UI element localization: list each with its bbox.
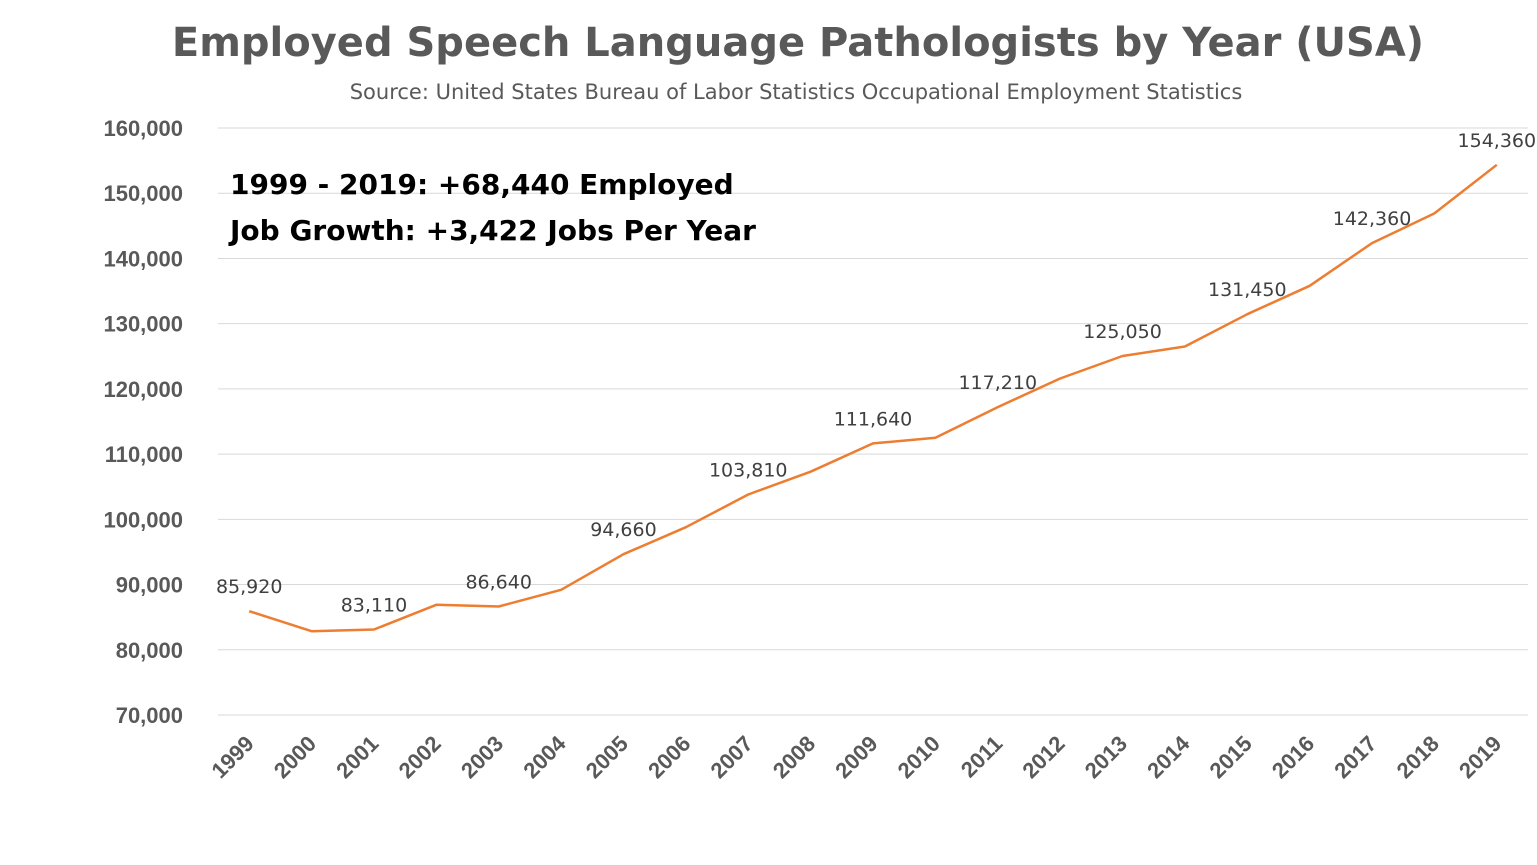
series-line: [248, 163, 1498, 633]
y-tick-label: 90,000: [116, 573, 183, 598]
x-tick-label: 2010: [893, 731, 945, 783]
x-tick-label: 2012: [1017, 731, 1069, 783]
x-tick-label: 2003: [456, 731, 508, 783]
y-tick-label: 100,000: [103, 507, 183, 532]
x-tick-label: 2000: [269, 731, 321, 783]
x-tick-label: 2001: [331, 731, 383, 783]
data-label: 111,640: [834, 408, 913, 430]
data-label: 94,660: [590, 519, 656, 541]
data-label: 154,360: [1458, 130, 1537, 152]
x-tick-label: 2004: [518, 730, 571, 783]
annotation-jobs-per-year: Job Growth: +3,422 Jobs Per Year: [228, 214, 756, 247]
y-tick-label: 70,000: [116, 703, 183, 728]
data-label: 142,360: [1333, 208, 1412, 230]
x-tick-label: 2018: [1392, 731, 1444, 783]
y-tick-label: 110,000: [105, 442, 183, 467]
y-tick-label: 130,000: [103, 312, 183, 337]
y-tick-label: 160,000: [103, 116, 183, 141]
gridlines: [218, 127, 1528, 716]
x-tick-label: 2016: [1267, 731, 1319, 783]
x-tick-label: 2002: [394, 731, 446, 783]
x-tick-label: 2008: [768, 731, 820, 783]
data-label: 86,640: [465, 571, 531, 593]
y-tick-label: 140,000: [103, 246, 183, 271]
data-label: 125,050: [1083, 321, 1162, 343]
x-tick-label: 2011: [956, 731, 1007, 782]
x-tick-label: 2007: [705, 731, 757, 783]
x-tick-label: 2009: [830, 731, 882, 783]
annotation-total-growth: 1999 - 2019: +68,440 Employed: [230, 168, 734, 201]
x-axis: 1999 2000 2001 2002 2003 2004 2005 2006 2007 2008…: [206, 730, 1506, 783]
x-tick-label: 2006: [643, 731, 695, 783]
x-tick-label: 2019: [1454, 731, 1506, 783]
x-tick-label: 2005: [581, 731, 633, 783]
data-label: 85,920: [216, 576, 282, 598]
y-tick-label: 120,000: [103, 377, 183, 402]
data-label: 83,110: [341, 594, 407, 616]
x-tick-label: 2013: [1080, 731, 1132, 783]
chart-subtitle: Source: United States Bureau of Labor St…: [350, 80, 1243, 104]
data-label: 131,450: [1208, 279, 1287, 301]
series-layer: [248, 163, 1498, 633]
data-label: 103,810: [709, 459, 788, 481]
data-labels: 85,920 83,110 86,640 94,660 103,810 111,640 11…: [216, 130, 1536, 617]
y-tick-label: 80,000: [116, 638, 183, 663]
x-tick-label: 2015: [1205, 731, 1257, 783]
y-axis: 70,000 80,000 90,000 100,000 110,000 120,000 1…: [103, 116, 183, 728]
y-tick-label: 150,000: [103, 181, 183, 206]
x-tick-label: 2014: [1142, 730, 1195, 783]
chart-title: Employed Speech Language Pathologists by…: [172, 20, 1424, 66]
x-tick-label: 2017: [1329, 731, 1381, 783]
x-tick-label: 1999: [206, 731, 258, 783]
data-label: 117,210: [958, 372, 1037, 394]
